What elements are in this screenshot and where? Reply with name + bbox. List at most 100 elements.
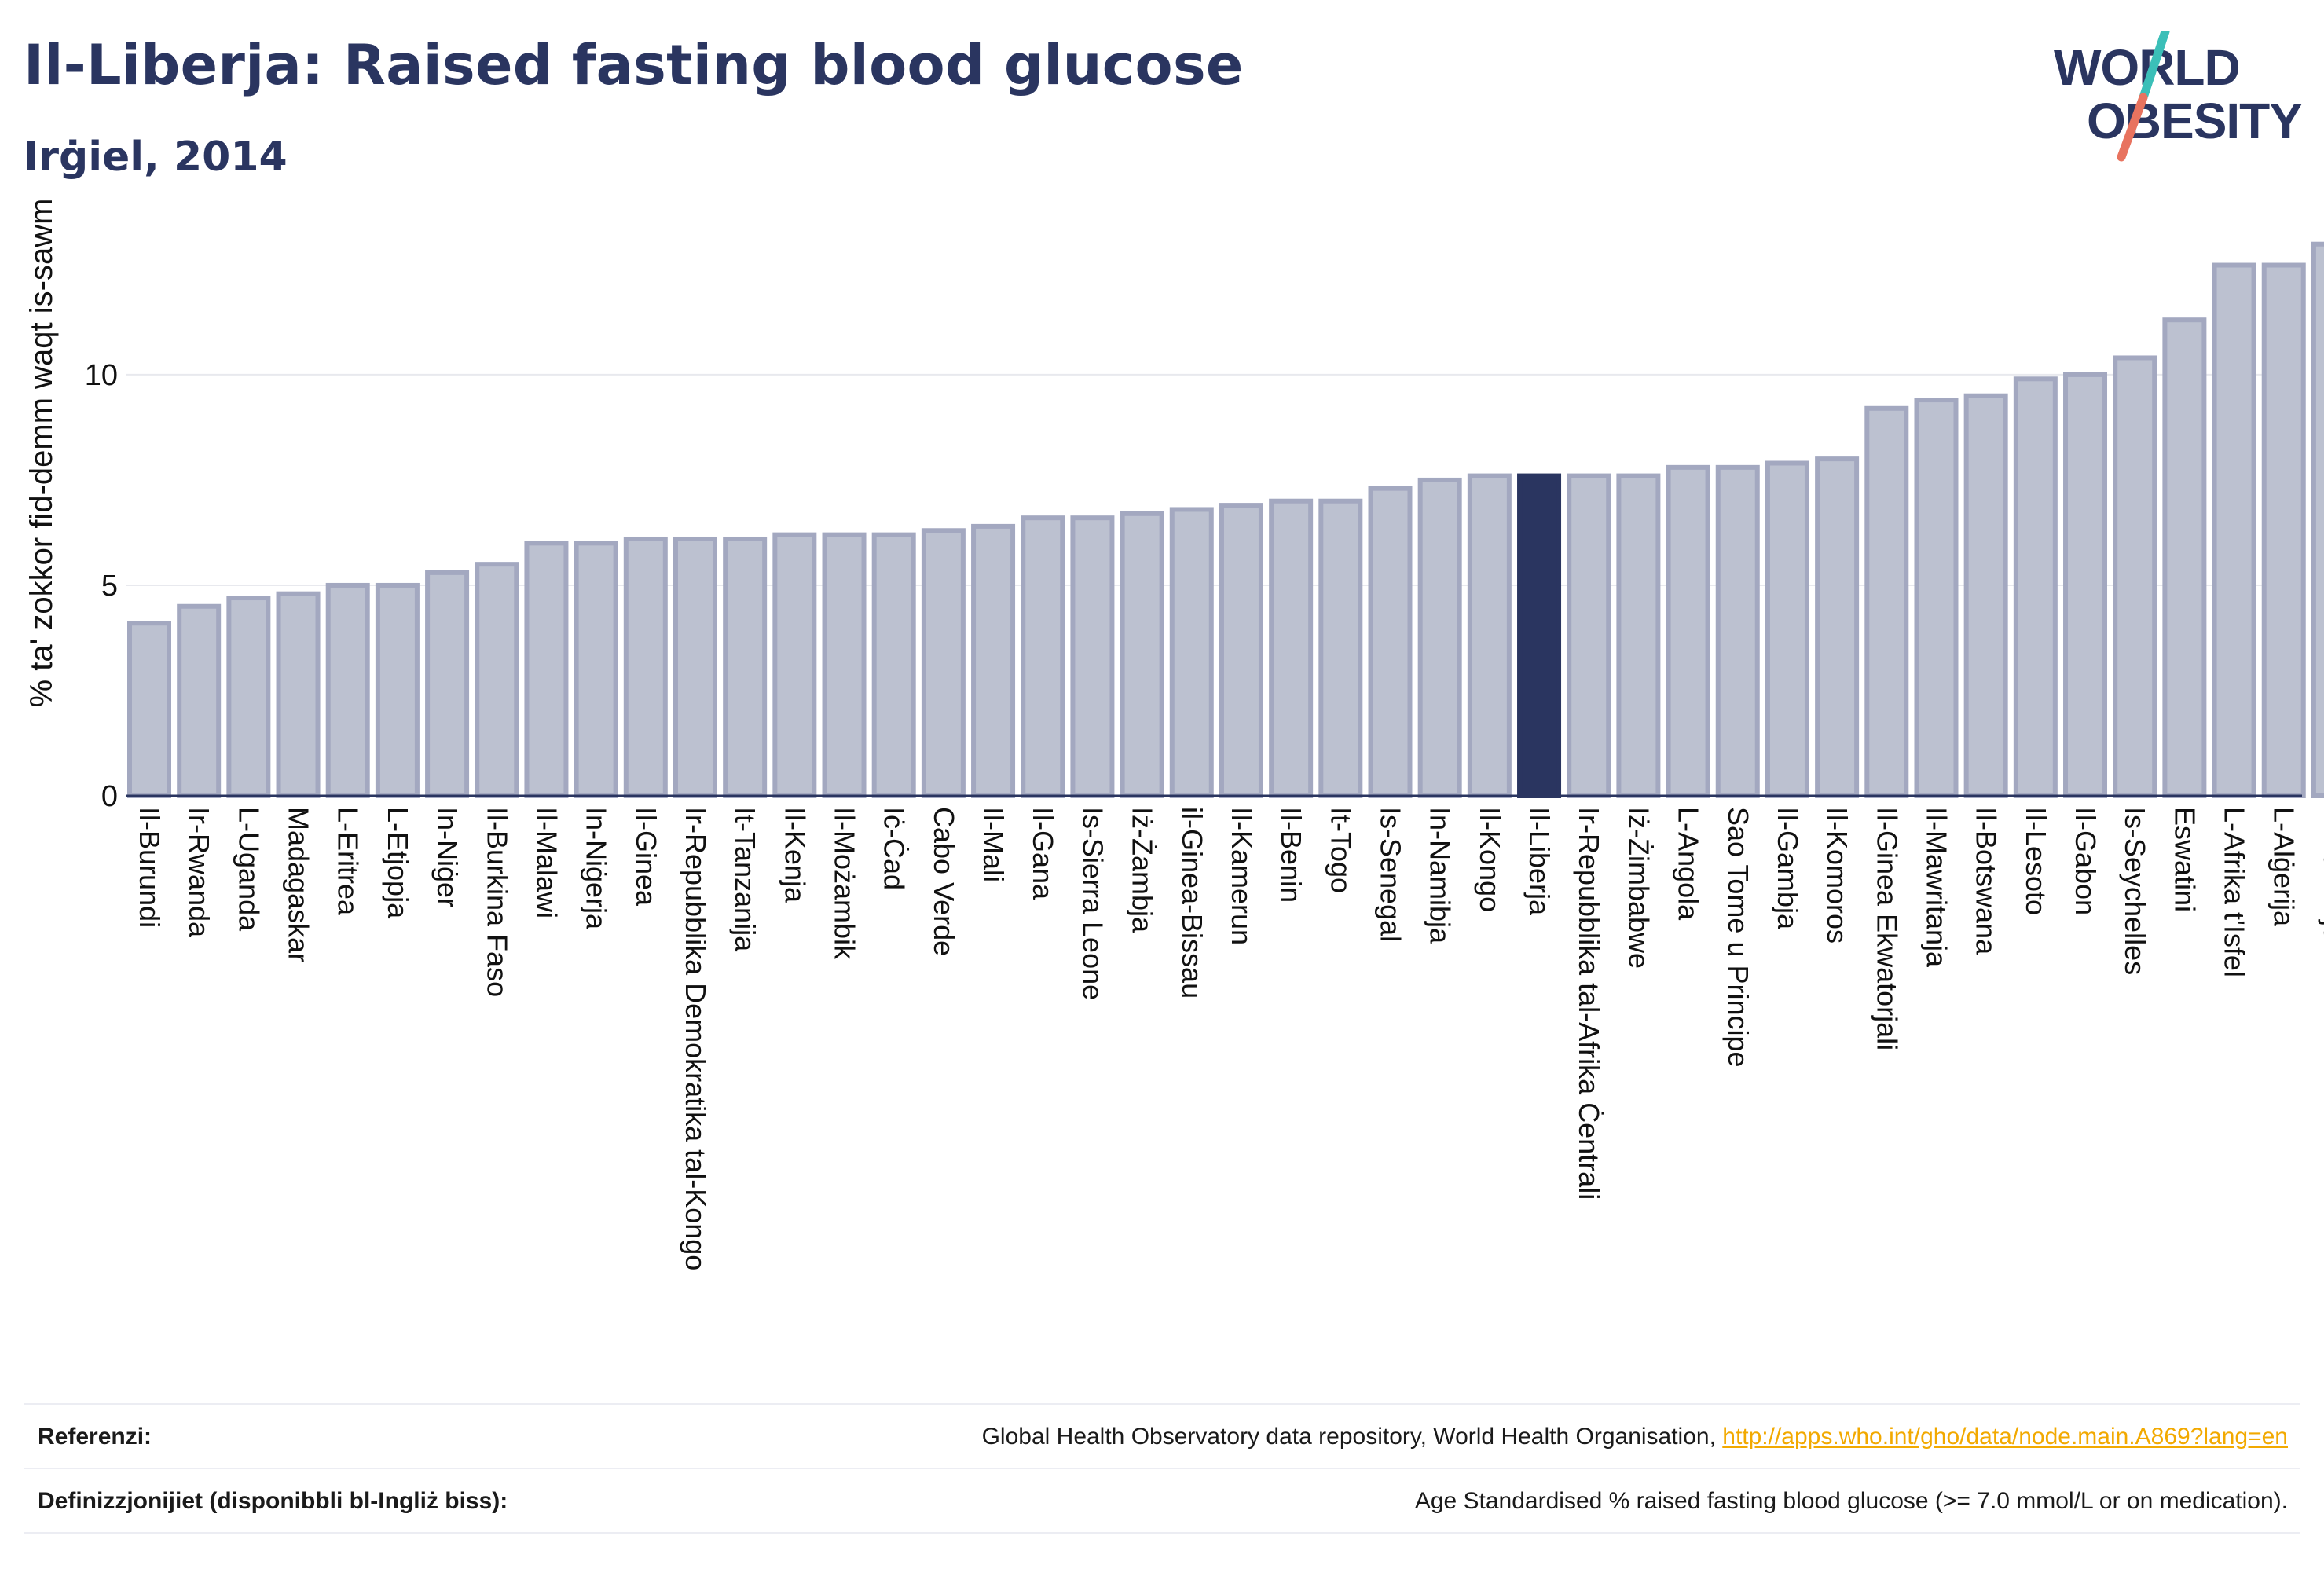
x-tick-label: L-Afrika t'Isfel	[2219, 807, 2251, 977]
y-axis-title: % ta' zokkor fid-demm waqt is-sawm	[24, 199, 59, 708]
x-tick-label: In-Niġer	[431, 807, 464, 907]
bar-madagaskar[interactable]	[276, 591, 321, 798]
x-tick-label: Sao Tome u Principe	[1722, 807, 1754, 1068]
x-tick-label: Il-Burkina Faso	[481, 807, 513, 997]
bar-il-gambja[interactable]	[1765, 460, 1809, 798]
x-tick-label: Is-Senegal	[1375, 807, 1407, 942]
world-obesity-logo: WORLD OBESITY	[2054, 31, 2303, 162]
category-labels: Il-Burundi Ir-Rwanda L-Uganda Madagaskar L-E…	[134, 807, 2324, 1270]
x-tick-label: Il-Benin	[1275, 807, 1307, 903]
bar-l-afrika-t-isfel[interactable]	[2212, 262, 2256, 798]
bar-in-namibja[interactable]	[1417, 477, 1462, 798]
x-tick-label: Il-Lesoto	[2020, 807, 2052, 915]
bar-ir-repubblika-tal-afrika-entrali[interactable]	[1567, 473, 1611, 798]
x-tick-label: Ir-Rwanda	[183, 807, 215, 938]
bar-il-burkina-faso[interactable]	[475, 562, 519, 798]
bar-i-ambja[interactable]	[1120, 511, 1164, 798]
bar-l-uganda[interactable]	[226, 596, 271, 798]
y-tick-label: 5	[101, 570, 118, 603]
logo-slash-teal	[2139, 31, 2170, 102]
bar-is-senegal[interactable]	[1368, 486, 1413, 798]
x-tick-label: Il-Mawritanja	[1920, 807, 1952, 968]
bar-il-kongo[interactable]	[1467, 473, 1512, 798]
x-tick-label: Cabo Verde	[928, 807, 960, 956]
bar-il-ginea[interactable]	[623, 536, 668, 799]
bar-il-botswana[interactable]	[1963, 393, 2008, 798]
bar-il-benin[interactable]	[1269, 498, 1314, 798]
bar-i-ad[interactable]	[871, 532, 916, 799]
bar-ir-repubblika-demokratika-tal-kongo[interactable]	[673, 536, 717, 799]
x-tick-label: Il-Kenja	[779, 807, 811, 903]
bar-ir-rwanda[interactable]	[177, 603, 222, 798]
x-tick-label: Il-Gana	[1027, 807, 1059, 900]
bar-l-angola[interactable]	[1666, 464, 1710, 798]
bar-l-etjopja[interactable]	[375, 582, 420, 798]
bar-il-kamerun[interactable]	[1219, 503, 1263, 798]
bars	[127, 241, 2324, 799]
bar-il-gana[interactable]	[1021, 515, 1065, 799]
bar-il-komoros[interactable]	[1815, 456, 1860, 798]
x-tick-label: Iċ-Ċad	[878, 807, 911, 890]
x-tick-label: L-Etjopja	[382, 807, 414, 919]
x-tick-label: Il-Mawrizju	[2318, 807, 2324, 942]
x-tick-label: Il-Możambik	[829, 807, 861, 960]
bar-il-kenja[interactable]	[772, 532, 817, 799]
y-tick-label: 10	[85, 359, 118, 392]
bar-il-lesoto[interactable]	[2013, 376, 2058, 798]
logo-text-obesity: OBESITY	[2087, 93, 2302, 149]
bar-l-eritrea[interactable]	[325, 582, 370, 798]
bar-il-ginea-bissau[interactable]	[1169, 507, 1214, 798]
x-tick-label: Il-Botswana	[1970, 807, 2003, 955]
bar-i-imbabwe[interactable]	[1616, 473, 1661, 798]
x-tick-label: Iż-Żambja	[1127, 807, 1159, 933]
x-tick-label: Ir-Repubblika Demokratika tal-Kongo	[680, 807, 712, 1270]
definitions-label: Definizzjonijiet (disponibbli bl-Ingliż …	[38, 1488, 508, 1514]
x-tick-label: Il-Gabon	[2069, 807, 2102, 915]
bar-il-ginea-ekwatorjali[interactable]	[1864, 405, 1909, 798]
references-value: Global Health Observatory data repositor…	[982, 1424, 2288, 1450]
bar-il-mali[interactable]	[971, 523, 1016, 799]
bar-il-burundi[interactable]	[127, 621, 171, 798]
bar-cabo-verde[interactable]	[921, 528, 966, 799]
bar-il-mawrizju[interactable]	[2311, 241, 2324, 798]
bar-eswatini[interactable]	[2162, 317, 2207, 799]
x-tick-label: L-Angola	[1673, 807, 1705, 921]
bar-it-tanzanija[interactable]	[723, 536, 768, 799]
chart-subtitle: Irġiel, 2014	[24, 134, 288, 181]
bar-is-sierra-leone[interactable]	[1070, 515, 1115, 799]
x-tick-label: Il-Gambja	[1772, 807, 1804, 930]
footer-divider-top	[24, 1403, 2300, 1405]
x-tick-label: Il-Komoros	[1821, 807, 1853, 944]
x-tick-label: il-Ginea-Bissau	[1176, 807, 1208, 999]
bar-l-al-erija[interactable]	[2261, 262, 2306, 798]
bar-is-seychelles[interactable]	[2113, 355, 2157, 798]
bar-it-togo[interactable]	[1318, 498, 1363, 798]
axes: 0 5 10	[85, 359, 2302, 813]
references-link[interactable]: http://apps.who.int/gho/data/node.main.A…	[1722, 1424, 2288, 1450]
references-text: Global Health Observatory data repositor…	[981, 1424, 1723, 1450]
bar-in-ni-er[interactable]	[425, 570, 470, 798]
x-tick-label: Il-Burundi	[134, 807, 166, 928]
bar-il-mo-ambik[interactable]	[822, 532, 867, 799]
bar-il-malawi[interactable]	[524, 541, 569, 799]
definitions-value: Age Standardised % raised fasting blood …	[1414, 1488, 2288, 1514]
bar-sao-tome-u-principe[interactable]	[1715, 464, 1760, 798]
footer-divider-middle	[24, 1468, 2300, 1469]
bar-il-liberja[interactable]	[1517, 473, 1562, 798]
y-tick-label: 0	[101, 780, 118, 813]
footer-divider-bottom	[24, 1532, 2300, 1534]
x-tick-label: Il-Malawi	[530, 807, 563, 918]
bar-chart: 0 5 10 Il-Burundi Ir-Rwanda L-Uganda Madagask…	[24, 199, 2324, 1270]
references-label: Referenzi:	[38, 1424, 152, 1450]
x-tick-label: L-Uganda	[233, 807, 265, 932]
x-tick-label: L-Alġerija	[2268, 807, 2300, 927]
x-tick-label: It-Togo	[1325, 807, 1357, 893]
bar-il-mawritanja[interactable]	[1914, 398, 1959, 798]
x-tick-label: Madagaskar	[283, 807, 315, 962]
bar-il-gabon[interactable]	[2063, 372, 2108, 798]
x-tick-label: It-Tanzanija	[729, 807, 761, 952]
bar-in-ni-erja[interactable]	[574, 541, 618, 799]
x-tick-label: Iż-Żimbabwe	[1622, 807, 1655, 969]
x-tick-label: Ir-Repubblika tal-Afrika Ċentrali	[1573, 807, 1605, 1200]
chart-title: Il-Liberja: Raised fasting blood glucose	[24, 33, 1244, 97]
